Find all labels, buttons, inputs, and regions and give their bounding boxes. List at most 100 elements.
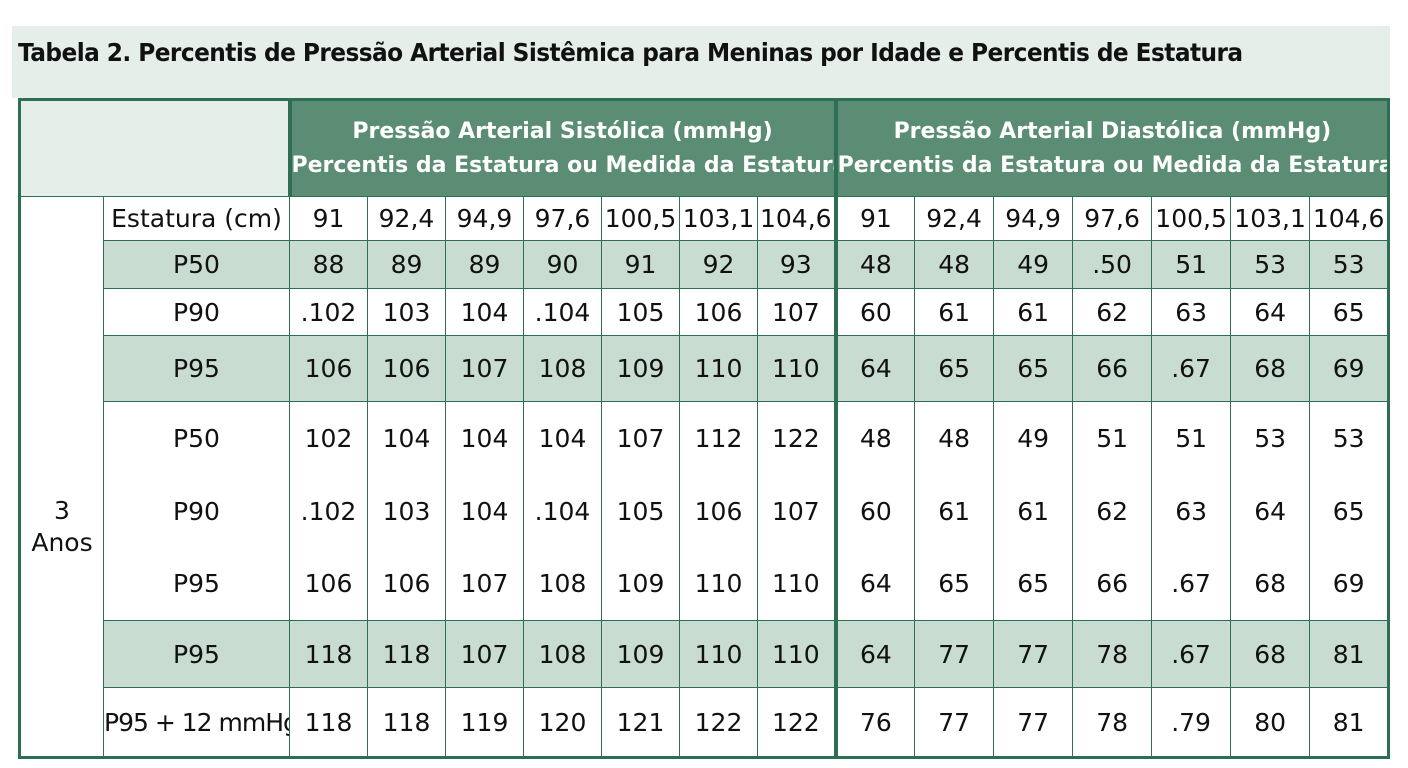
systolic-value-cell: 107	[601, 401, 680, 475]
diastolic-value-cell: 60	[833, 474, 916, 548]
diastolic-value-cell: 53	[1230, 240, 1311, 289]
row-label: P95	[103, 335, 290, 402]
diastolic-value-cell: .67	[1151, 620, 1232, 688]
systolic-header-line2: Percentis da Estatura ou Medida da Estat…	[291, 152, 835, 178]
systolic-value-cell: 121	[601, 687, 680, 758]
diastolic-value-cell: 92,4	[914, 196, 995, 241]
systolic-value-cell: 110	[756, 620, 837, 688]
diastolic-value-cell: 94,9	[993, 196, 1074, 241]
diastolic-value-cell: 49	[993, 240, 1074, 289]
table-row: P95 106 106 107 108 109 110 110 64 65 65 66.67 68 69	[20, 335, 1390, 402]
diastolic-value-cell: 64	[1230, 474, 1311, 548]
systolic-value-cell: 109	[601, 547, 680, 621]
table-row: P50 88 89 89 90 91 92 93 48 48 49.50 51 53 53	[20, 240, 1390, 289]
systolic-value-cell: 110	[679, 335, 758, 402]
systolic-value-cell: .102	[289, 288, 368, 336]
diastolic-value-cell: 61	[993, 474, 1074, 548]
systolic-value-cell: 107	[756, 474, 837, 548]
systolic-value-cell: 92,4	[367, 196, 446, 241]
diastolic-value-cell: 63	[1151, 474, 1232, 548]
systolic-value-cell: 100,5	[601, 196, 680, 241]
diastolic-value-cell: 53	[1309, 401, 1390, 475]
diastolic-value-cell: 78	[1072, 687, 1153, 758]
diastolic-value-cell: .79	[1151, 687, 1232, 758]
systolic-value-cell: 89	[445, 240, 524, 289]
table-header-row: Pressão Arterial Sistólica (mmHg) Percen…	[19, 99, 1390, 197]
diastolic-value-cell: 61	[914, 474, 995, 548]
title-bar: Tabela 2. Percentis de Pressão Arterial …	[12, 26, 1390, 98]
diastolic-value-cell: .67	[1151, 547, 1232, 621]
table-row: P90.102 103 104.104 105 106 107 60 61 61 62 63 64 65	[20, 474, 1390, 548]
systolic-value-cell: 93	[756, 240, 837, 289]
systolic-value-cell: 110	[679, 620, 758, 688]
systolic-value-cell: 91	[601, 240, 680, 289]
systolic-value-cell: 104	[367, 401, 446, 475]
diastolic-value-cell: 91	[833, 196, 916, 241]
diastolic-value-cell: 104,6	[1309, 196, 1390, 241]
blood-pressure-table: Pressão Arterial Sistólica (mmHg) Percen…	[18, 98, 1391, 759]
systolic-value-cell: .104	[523, 288, 602, 336]
diastolic-value-cell: 64	[833, 620, 916, 688]
systolic-value-cell: 109	[601, 335, 680, 402]
diastolic-value-cell: 77	[914, 620, 995, 688]
systolic-value-cell: 107	[756, 288, 837, 336]
table-row: P95 + 12 mmHg 118 118 119 120 121 122 122 76 77 77…	[20, 687, 1390, 758]
systolic-value-cell: 88	[289, 240, 368, 289]
diastolic-value-cell: 48	[833, 401, 916, 475]
systolic-value-cell: .102	[289, 474, 368, 548]
row-label: P90	[103, 474, 290, 548]
systolic-value-cell: 103	[367, 474, 446, 548]
systolic-value-cell: 105	[601, 474, 680, 548]
diastolic-value-cell: 78	[1072, 620, 1153, 688]
row-label: P95	[103, 620, 290, 688]
systolic-value-cell: 107	[445, 335, 524, 402]
diastolic-value-cell: 69	[1309, 547, 1390, 621]
systolic-value-cell: 118	[289, 620, 368, 688]
diastolic-value-cell: 64	[833, 547, 916, 621]
systolic-value-cell: 122	[756, 401, 837, 475]
table-row: P95 106 106 107 108 109 110 110 64 65 65 66.67 68 69	[20, 547, 1390, 621]
row-label: P90	[103, 288, 290, 336]
systolic-value-cell: 107	[445, 547, 524, 621]
age-unit: Anos	[31, 527, 93, 557]
systolic-value-cell: 104,6	[756, 196, 837, 241]
systolic-value-cell: 106	[289, 335, 368, 402]
systolic-value-cell: .104	[523, 474, 602, 548]
diastolic-value-cell: 97,6	[1072, 196, 1153, 241]
row-label: P50	[103, 240, 290, 289]
diastolic-value-cell: 51	[1151, 240, 1232, 289]
systolic-value-cell: 112	[679, 401, 758, 475]
age-number: 3	[54, 495, 70, 525]
systolic-value-cell: 118	[289, 687, 368, 758]
systolic-value-cell: 106	[679, 288, 758, 336]
diastolic-value-cell: 65	[993, 547, 1074, 621]
systolic-value-cell: 104	[445, 401, 524, 475]
diastolic-value-cell: 49	[993, 401, 1074, 475]
systolic-value-cell: 107	[445, 620, 524, 688]
systolic-value-cell: 106	[679, 474, 758, 548]
diastolic-value-cell: 51	[1151, 401, 1232, 475]
header-blank-cell	[19, 99, 292, 197]
diastolic-value-cell: 48	[914, 401, 995, 475]
diastolic-value-cell: 100,5	[1151, 196, 1232, 241]
systolic-value-cell: 106	[289, 547, 368, 621]
systolic-value-cell: 104	[523, 401, 602, 475]
systolic-value-cell: 91	[289, 196, 368, 241]
row-label: P50	[103, 401, 290, 475]
diastolic-value-cell: 53	[1309, 240, 1390, 289]
diastolic-value-cell: 68	[1230, 620, 1311, 688]
systolic-value-cell: 118	[367, 620, 446, 688]
row-label: P95	[103, 547, 290, 621]
table-title: Tabela 2. Percentis de Pressão Arterial …	[18, 38, 1243, 67]
systolic-value-cell: 106	[367, 335, 446, 402]
systolic-value-cell: 122	[679, 687, 758, 758]
diastolic-value-cell: 66	[1072, 547, 1153, 621]
diastolic-value-cell: 61	[993, 288, 1074, 336]
diastolic-value-cell: 76	[833, 687, 916, 758]
systolic-value-cell: 92	[679, 240, 758, 289]
row-label: P95 + 12 mmHg	[103, 687, 290, 758]
diastolic-value-cell: 60	[833, 288, 916, 336]
diastolic-value-cell: 53	[1230, 401, 1311, 475]
diastolic-value-cell: 81	[1309, 687, 1390, 758]
systolic-value-cell: 105	[601, 288, 680, 336]
